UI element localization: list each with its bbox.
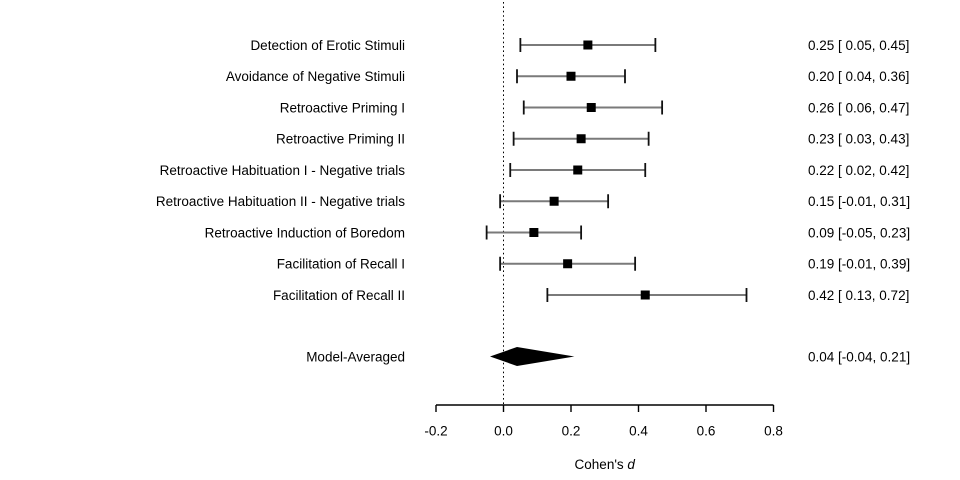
study-label: Detection of Erotic Stimuli [250, 38, 405, 53]
study-label: Avoidance of Negative Stimuli [226, 69, 405, 84]
estimate-marker [640, 290, 650, 300]
x-tick-label: 0.0 [494, 424, 513, 439]
estimate-marker [563, 259, 573, 269]
summary-diamond [490, 347, 575, 366]
study-label: Retroactive Habituation I - Negative tri… [160, 163, 406, 178]
x-tick-label: 0.8 [764, 424, 783, 439]
study-annotation: 0.20 [ 0.04, 0.36] [808, 69, 909, 84]
summary-annotation: 0.04 [-0.04, 0.21] [808, 349, 910, 364]
x-axis-label-emph: d [627, 457, 635, 472]
x-tick-label: 0.4 [629, 424, 648, 439]
x-tick-label: 0.2 [562, 424, 581, 439]
estimate-marker [586, 103, 596, 112]
summary-label: Model-Averaged [306, 349, 405, 364]
estimate-marker [529, 228, 539, 237]
estimate-marker [576, 134, 586, 144]
study-label: Retroactive Habituation II - Negative tr… [156, 194, 405, 209]
study-annotation: 0.26 [ 0.06, 0.47] [808, 100, 909, 115]
estimate-marker [573, 165, 583, 175]
study-annotation: 0.19 [-0.01, 0.39] [808, 257, 910, 272]
study-annotation: 0.15 [-0.01, 0.31] [808, 194, 910, 209]
x-axis-label: Cohen's d [575, 457, 636, 472]
study-annotation: 0.25 [ 0.05, 0.45] [808, 38, 909, 53]
estimate-marker [549, 196, 559, 206]
estimate-marker [583, 40, 593, 50]
x-axis-label-prefix: Cohen's [575, 457, 628, 472]
study-label: Retroactive Priming II [276, 132, 405, 147]
x-tick-label: 0.6 [697, 424, 716, 439]
estimate-marker [566, 71, 576, 81]
study-annotation: 0.22 [ 0.02, 0.42] [808, 163, 909, 178]
study-label: Retroactive Induction of Boredom [205, 225, 405, 240]
study-annotation: 0.09 [-0.05, 0.23] [808, 225, 910, 240]
study-label: Facilitation of Recall I [277, 257, 405, 272]
x-tick-label: -0.2 [424, 424, 447, 439]
study-annotation: 0.23 [ 0.03, 0.43] [808, 132, 909, 147]
study-annotation: 0.42 [ 0.13, 0.72] [808, 288, 909, 303]
study-label: Retroactive Priming I [280, 100, 405, 115]
study-label: Facilitation of Recall II [273, 288, 405, 303]
